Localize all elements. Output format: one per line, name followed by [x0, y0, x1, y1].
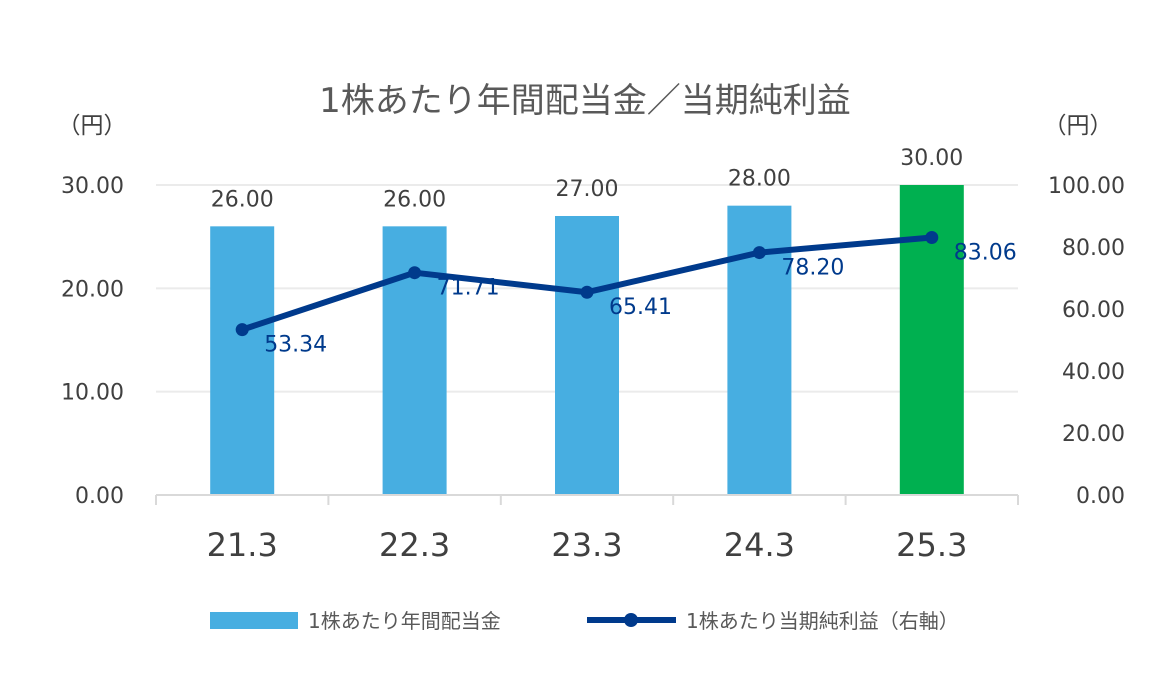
chart-title: 1株あたり年間配当金／当期純利益	[319, 81, 851, 121]
legend-line-label: 1株あたり当期純利益（右軸）	[686, 609, 959, 633]
data-labels: 26.00 26.00 27.00 28.00 30.00 53.34 71.71 65.41…	[211, 146, 1017, 358]
category-label: 22.3	[379, 526, 450, 564]
right-axis-tick-label: 60.00	[1062, 298, 1125, 323]
right-axis-unit: （円）	[1044, 113, 1113, 139]
bar-value-label: 26.00	[383, 187, 446, 212]
legend: 1株あたり年間配当金 1株あたり当期純利益（右軸）	[210, 609, 959, 633]
right-axis-tick-label: 20.00	[1062, 422, 1125, 447]
category-label: 21.3	[207, 526, 278, 564]
left-axis-tick-label: 30.00	[61, 174, 124, 199]
bar-value-label: 30.00	[900, 146, 963, 171]
bar-value-label: 26.00	[211, 187, 274, 212]
right-axis-tick-label: 100.00	[1048, 174, 1125, 199]
line-point	[408, 266, 422, 280]
line-point	[580, 285, 594, 299]
right-axis-tick-label: 40.00	[1062, 360, 1125, 385]
legend-line-marker	[624, 613, 638, 627]
left-axis-unit: （円）	[58, 113, 127, 139]
line-value-label: 53.34	[264, 333, 327, 358]
line-value-label: 71.71	[437, 276, 500, 301]
line-value-label: 65.41	[609, 295, 672, 320]
line-series	[235, 231, 939, 337]
legend-bar-swatch	[210, 612, 298, 629]
category-label: 25.3	[896, 526, 967, 564]
bar-value-label: 27.00	[556, 177, 619, 202]
legend-bar-label: 1株あたり年間配当金	[308, 609, 501, 633]
axes: 0.00 10.00 20.00 30.00 0.00 20.00 40.00 60.00 80…	[61, 174, 1125, 564]
line-point	[752, 246, 766, 260]
left-axis-tick-label: 0.00	[75, 484, 124, 509]
bar-series	[210, 185, 964, 496]
bar-value-label: 28.00	[728, 167, 791, 192]
line-point	[925, 231, 939, 245]
right-axis-tick-label: 80.00	[1062, 236, 1125, 261]
category-label: 23.3	[551, 526, 622, 564]
line-value-label: 83.06	[954, 241, 1017, 266]
left-axis-tick-label: 20.00	[61, 277, 124, 302]
left-axis-tick-label: 10.00	[61, 381, 124, 406]
line-point	[235, 323, 249, 337]
bar	[210, 226, 275, 496]
line-value-label: 78.20	[781, 256, 844, 281]
bar	[555, 216, 619, 495]
category-label: 24.3	[724, 526, 795, 564]
right-axis-tick-label: 0.00	[1076, 484, 1125, 509]
